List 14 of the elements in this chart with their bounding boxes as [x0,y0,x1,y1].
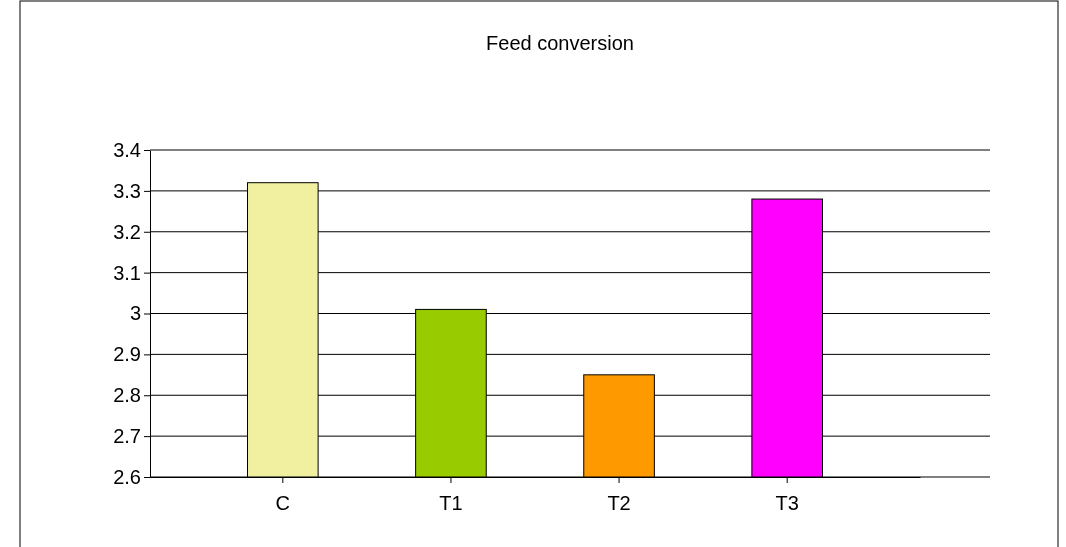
y-tick-label: 3.4 [113,138,141,161]
x-tick-label: C [275,492,291,514]
y-tick-label: 2.9 [113,343,141,366]
x-tick-label: T1 [439,492,463,514]
y-tick-label: 2.7 [113,425,141,448]
y-tick-label: 3.2 [113,220,141,243]
y-tick-label: 3.3 [113,179,141,202]
y-tick-label: 3 [129,302,141,325]
y-tick-label: 2.8 [113,384,141,407]
x-tick-label: T3 [775,492,799,514]
y-tick-label: 2.6 [113,465,141,488]
y-tick-label: 3.1 [113,261,141,284]
x-tick-label: T2 [607,492,631,514]
chart-title: Feed conversion [486,32,634,54]
